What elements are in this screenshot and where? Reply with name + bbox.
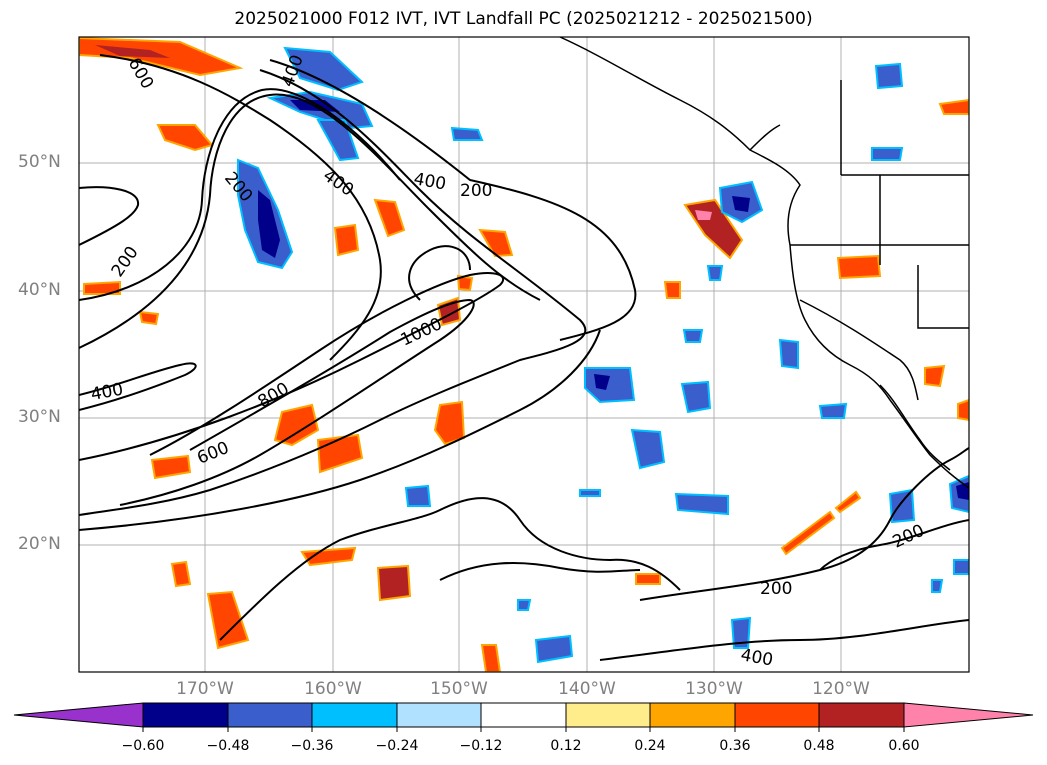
lon-label-130w: 130°W <box>685 679 743 699</box>
colorbar-tick-label: 0.12 <box>550 738 582 754</box>
coastline <box>559 37 969 489</box>
lat-label-40n: 40°N <box>18 280 61 300</box>
colorbar-tick-label: 0.24 <box>634 738 666 754</box>
colorbar-tick-label: 0.60 <box>888 738 920 754</box>
map-frame <box>78 36 970 673</box>
ivt-contours <box>79 54 969 661</box>
colorbar-ticks <box>142 727 905 732</box>
colorbar-bin <box>311 702 398 728</box>
colorbar-tick-label: −0.24 <box>375 738 419 754</box>
lat-label-50n: 50°N <box>18 152 61 172</box>
lon-label-170w: 170°W <box>176 679 234 699</box>
lat-label-30n: 30°N <box>18 407 61 427</box>
colorbar-tick-label: 0.48 <box>803 738 835 754</box>
colorbar-tick-label: −0.48 <box>206 738 250 754</box>
lon-label-140w: 140°W <box>558 679 616 699</box>
colorbar-bin <box>227 702 313 728</box>
map-background <box>79 37 969 672</box>
lon-label-120w: 120°W <box>812 679 870 699</box>
colorbar-tick-label: 0.36 <box>719 738 751 754</box>
colorbar-tick-label: −0.12 <box>459 738 503 754</box>
contour-label: 200 <box>760 579 792 599</box>
colorbar-bin <box>818 702 905 728</box>
colorbar-bin <box>565 702 651 728</box>
lon-label-150w: 150°W <box>430 679 488 699</box>
colorbar-bin <box>480 702 567 728</box>
map-title: 2025021000 F012 IVT, IVT Landfall PC (20… <box>234 9 813 29</box>
colorbar-bin <box>734 702 820 728</box>
colorbar-bin <box>142 702 229 728</box>
lat-label-20n: 20°N <box>18 534 61 554</box>
lon-label-160w: 160°W <box>304 679 362 699</box>
colorbar <box>13 702 1034 728</box>
colorbar-extend-high <box>903 702 1034 728</box>
colorbar-tick-label: −0.36 <box>290 738 334 754</box>
colorbar-bin <box>649 702 736 728</box>
colorbar-tick-label: −0.60 <box>121 738 165 754</box>
contour-label: 200 <box>460 181 492 201</box>
negative-anomaly-shading <box>237 46 969 664</box>
colorbar-extend-low <box>13 702 144 728</box>
colorbar-bin <box>396 702 482 728</box>
